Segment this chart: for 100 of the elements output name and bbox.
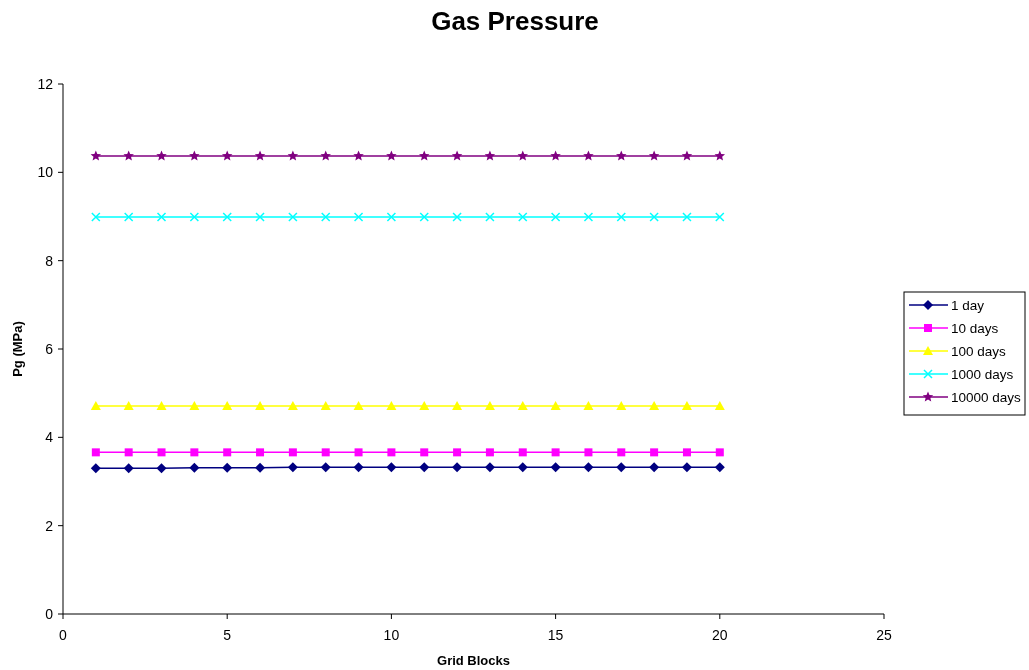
point bbox=[386, 462, 397, 473]
point bbox=[288, 212, 298, 222]
point bbox=[90, 150, 102, 161]
point bbox=[681, 150, 693, 161]
point bbox=[189, 400, 200, 410]
point bbox=[90, 463, 101, 474]
point bbox=[287, 150, 299, 161]
point bbox=[386, 400, 397, 410]
point bbox=[255, 462, 266, 473]
x-tick-label: 20 bbox=[712, 627, 728, 643]
point bbox=[222, 212, 232, 222]
y-axis-title: Pg (MPa) bbox=[10, 321, 25, 377]
point bbox=[550, 150, 561, 161]
legend-label: 1000 days bbox=[951, 367, 1014, 382]
point bbox=[452, 400, 463, 410]
point bbox=[518, 448, 527, 457]
point bbox=[189, 212, 200, 222]
point bbox=[222, 400, 233, 410]
point bbox=[715, 448, 724, 457]
point bbox=[386, 150, 397, 161]
point bbox=[156, 212, 167, 222]
y-tick-label: 6 bbox=[45, 341, 54, 357]
point bbox=[551, 448, 560, 457]
point bbox=[584, 448, 593, 457]
x-tick-label: 15 bbox=[547, 627, 564, 643]
point bbox=[518, 212, 528, 222]
point bbox=[419, 462, 430, 473]
point bbox=[616, 150, 627, 161]
x-axis-title: Grid Blocks bbox=[437, 653, 510, 668]
point bbox=[453, 448, 462, 457]
point bbox=[254, 150, 266, 161]
y-tick-label: 10 bbox=[37, 164, 54, 181]
y-tick-label: 2 bbox=[45, 517, 54, 534]
point bbox=[156, 150, 167, 161]
point bbox=[617, 448, 626, 457]
point bbox=[649, 400, 660, 410]
point bbox=[123, 150, 134, 161]
point bbox=[157, 448, 166, 457]
point bbox=[451, 150, 463, 161]
legend-label: 1 day bbox=[951, 298, 985, 313]
point bbox=[386, 212, 397, 222]
point bbox=[156, 400, 167, 410]
point bbox=[485, 448, 494, 457]
point bbox=[714, 150, 726, 161]
point bbox=[452, 212, 462, 222]
point bbox=[517, 400, 528, 410]
point bbox=[123, 212, 134, 222]
point bbox=[550, 212, 561, 222]
legend-label: 10000 days bbox=[951, 390, 1022, 405]
point bbox=[288, 448, 297, 457]
point bbox=[354, 448, 363, 457]
point bbox=[714, 462, 725, 473]
point bbox=[419, 150, 430, 161]
point bbox=[616, 400, 627, 410]
legend-label: 10 days bbox=[951, 321, 999, 336]
point bbox=[256, 448, 265, 457]
point bbox=[616, 212, 627, 222]
y-tick-label: 4 bbox=[45, 429, 54, 446]
chart-title: Gas Pressure bbox=[431, 6, 599, 36]
point bbox=[255, 212, 265, 222]
point bbox=[452, 462, 463, 473]
point bbox=[517, 150, 528, 161]
point bbox=[91, 212, 101, 222]
point bbox=[321, 448, 330, 457]
point bbox=[484, 462, 495, 473]
point bbox=[648, 150, 660, 161]
point bbox=[419, 400, 430, 410]
point bbox=[550, 462, 561, 473]
point bbox=[287, 462, 298, 473]
point bbox=[189, 462, 200, 473]
point bbox=[223, 448, 232, 457]
point bbox=[353, 212, 364, 222]
point bbox=[91, 448, 100, 457]
point bbox=[681, 462, 692, 473]
x-tick-label: 0 bbox=[59, 627, 68, 643]
point bbox=[419, 212, 429, 222]
point bbox=[255, 400, 266, 410]
point bbox=[583, 462, 594, 473]
point bbox=[156, 463, 167, 474]
point bbox=[222, 462, 233, 473]
x-tick-label: 5 bbox=[223, 627, 232, 643]
legend-label: 100 days bbox=[951, 344, 1007, 359]
point bbox=[190, 448, 199, 457]
point bbox=[485, 212, 495, 222]
point bbox=[649, 212, 659, 222]
point bbox=[715, 212, 725, 222]
point bbox=[123, 400, 134, 410]
point bbox=[353, 462, 364, 473]
point bbox=[484, 150, 496, 161]
x-tick-label: 25 bbox=[876, 627, 892, 643]
point bbox=[714, 400, 725, 410]
point bbox=[682, 448, 691, 457]
point bbox=[583, 212, 594, 222]
point bbox=[320, 400, 331, 410]
point bbox=[320, 212, 331, 222]
point bbox=[616, 462, 627, 473]
point bbox=[123, 463, 134, 474]
point bbox=[484, 400, 495, 410]
point bbox=[90, 400, 101, 410]
y-tick-label: 0 bbox=[45, 606, 54, 622]
